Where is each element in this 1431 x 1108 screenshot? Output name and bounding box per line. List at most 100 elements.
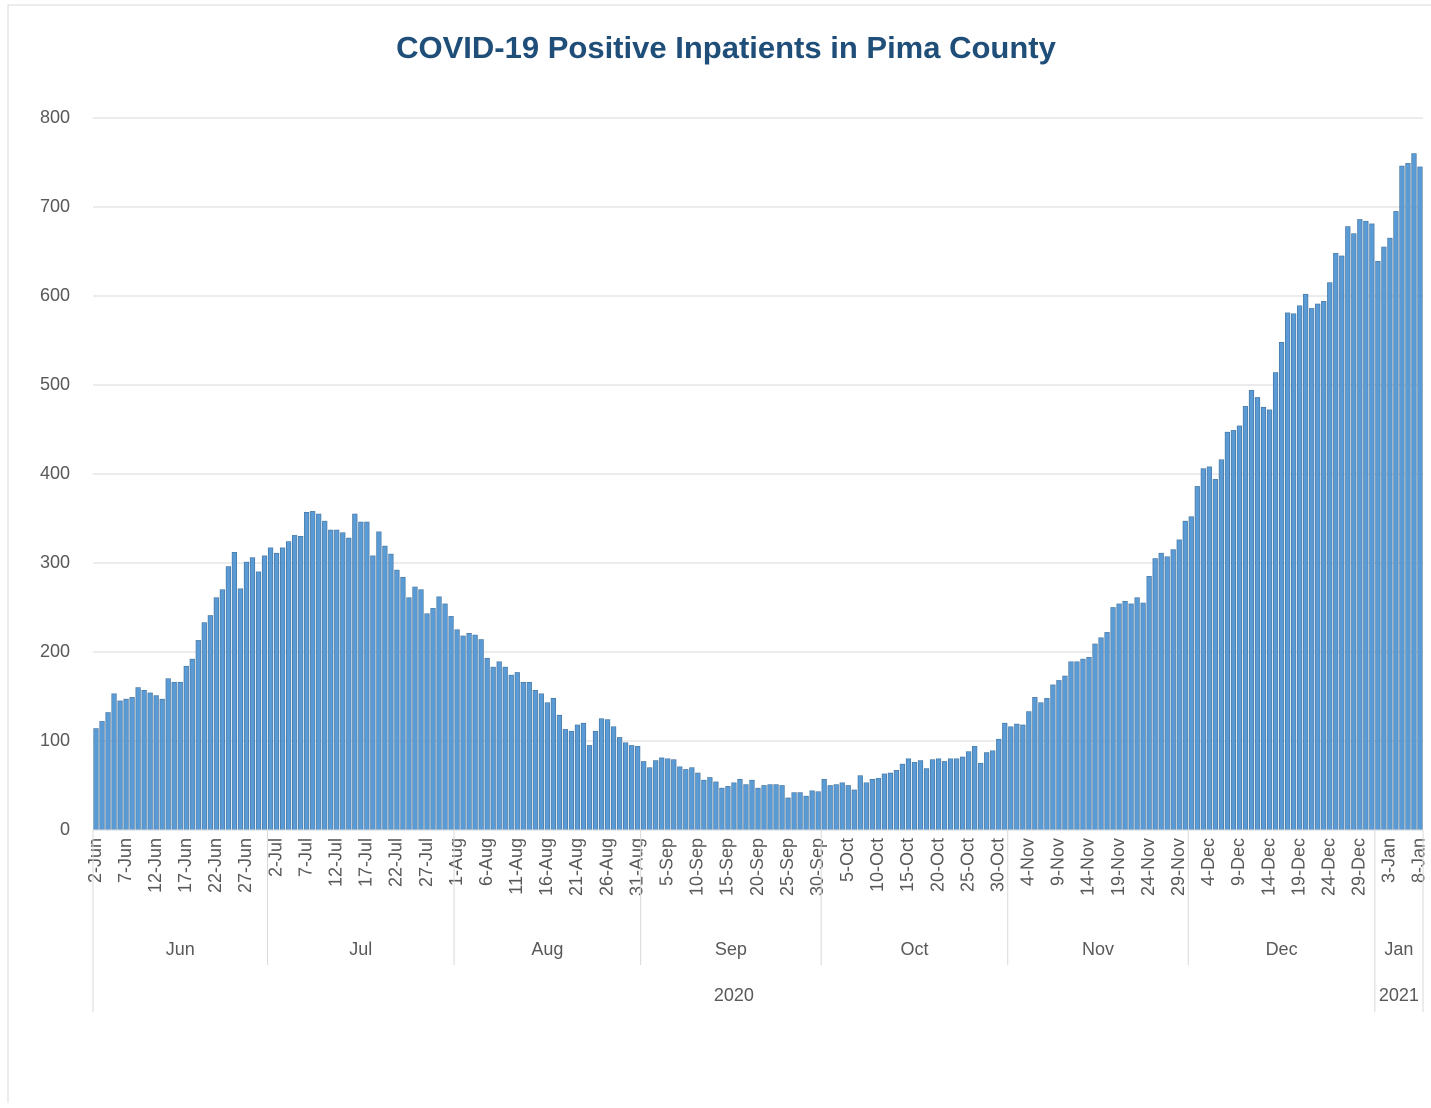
bar [647,767,653,831]
bar [580,722,587,831]
bar [809,790,815,831]
x-tick-label: 31-Aug [626,838,646,896]
bar [1080,658,1086,831]
bar [1357,219,1363,831]
bar [695,772,701,831]
bar [1369,223,1375,831]
bar [592,730,599,831]
bar [171,681,177,831]
x-tick-label: 21-Aug [566,838,586,896]
x-tick-label: 24-Dec [1318,838,1338,896]
bar [1140,602,1146,831]
bar [159,698,165,831]
y-tick-label: 0 [60,819,70,839]
bar [496,661,502,831]
bar [147,692,153,831]
bar [1098,637,1104,831]
bar [165,678,171,831]
bar [117,700,123,831]
bar [412,586,418,831]
month-label: Jun [166,939,195,959]
x-tick-label: 22-Jul [386,838,406,887]
x-tick-label: 22-Jun [205,838,225,893]
bar [659,757,665,831]
bar [310,511,316,831]
bar [292,535,298,831]
bar [243,561,250,831]
month-label: Oct [900,939,928,959]
x-tick-label: 26-Aug [596,838,616,896]
bar [1062,675,1068,831]
bar [990,750,996,831]
bar [683,769,689,831]
bar [1020,724,1026,831]
bar [255,571,262,831]
bar [1176,539,1182,831]
x-tick-label: 27-Jul [416,838,436,887]
x-tick-label: 14-Nov [1078,838,1098,896]
bar [550,697,556,831]
bar [466,633,472,831]
bar [815,791,821,831]
bar [376,531,382,831]
bar [273,552,280,831]
year-label: 2021 [1379,985,1419,1005]
bar [526,681,532,831]
bar [177,681,183,831]
bar [954,758,960,831]
month-label: Jul [349,939,372,959]
x-tick-label: 20-Oct [927,838,947,892]
bar [785,797,791,831]
bar [93,728,99,831]
x-tick-label: 1-Aug [446,838,466,886]
bar [1050,684,1056,831]
x-tick-label: 19-Dec [1288,838,1308,896]
bar [520,681,526,831]
bar [1086,657,1092,831]
x-tick-label: 12-Jul [325,838,345,887]
bar [1056,680,1062,831]
bar [400,576,406,831]
bar [183,665,189,831]
bar [797,792,803,831]
bar [1260,406,1267,831]
x-tick-label: 17-Jun [175,838,195,893]
y-tick-label: 200 [40,641,70,661]
x-tick-label: 4-Dec [1198,838,1218,886]
month-label: Jan [1384,939,1413,959]
month-label: Aug [531,939,563,959]
bar [875,778,881,831]
bar [1363,220,1369,831]
bar [328,529,334,831]
bar [340,532,346,831]
x-tick-label: 30-Sep [807,838,827,896]
bar [1387,237,1393,831]
x-tick-label: 24-Nov [1138,838,1158,896]
bar [358,521,364,831]
y-tick-label: 500 [40,374,70,394]
x-tick-label: 2-Jul [265,838,285,877]
bar [1212,479,1218,831]
bar [1134,597,1140,831]
bar [1393,211,1399,831]
bar [1128,603,1134,831]
bar [665,758,671,831]
bar [851,789,857,831]
bar [1254,397,1261,831]
y-tick-label: 700 [40,196,70,216]
y-tick-label: 600 [40,285,70,305]
bar [1074,661,1080,831]
bar [1236,425,1243,831]
bar [195,640,201,831]
bar [947,758,954,831]
bar [424,613,430,831]
bar [388,553,394,831]
bar [267,547,274,831]
bar [1014,723,1020,831]
bar [737,778,743,831]
bar [635,746,641,831]
bar [1411,153,1417,831]
bar [286,541,292,831]
bar [1146,576,1152,831]
